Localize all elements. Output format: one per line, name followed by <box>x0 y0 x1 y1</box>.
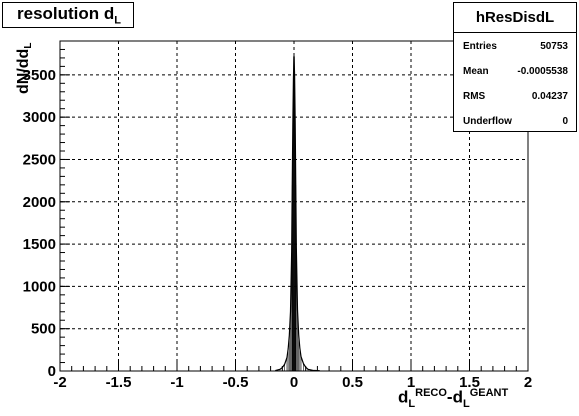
stats-box: hResDisdL Entries 50753 Mean -0.0005538 … <box>453 2 577 132</box>
stats-row-rms: RMS 0.04237 <box>454 83 576 108</box>
y-tick-label: 1000 <box>23 278 56 295</box>
x-label-d2: -d <box>446 387 463 407</box>
stats-name: hResDisdL <box>454 3 576 33</box>
x-label-d1: d <box>398 387 409 407</box>
y-axis-label: dN/ddL <box>15 43 34 94</box>
chart-title-sub: L <box>114 14 122 27</box>
stats-value: 0.04237 <box>531 91 568 102</box>
x-label-sub2: L <box>462 398 470 411</box>
y-tick-label: 1500 <box>23 236 56 253</box>
stats-value: 0 <box>562 116 568 127</box>
y-tick-label: 2000 <box>23 194 56 211</box>
y-tick-label: 2500 <box>23 151 56 168</box>
stats-label: Entries <box>463 41 497 52</box>
x-tick-label: 0 <box>290 374 298 391</box>
x-label-sub1: L <box>408 398 416 411</box>
chart-title-main: resolution d <box>17 4 115 23</box>
y-axis-label-sub: L <box>23 43 34 49</box>
x-tick-label: 0.5 <box>342 374 363 391</box>
y-tick-label: 3500 <box>23 67 56 84</box>
stats-row-entries: Entries 50753 <box>454 33 576 58</box>
x-tick-label: -1 <box>170 374 183 391</box>
y-axis-label-main: dN/dd <box>15 49 32 94</box>
stats-value: 50753 <box>540 41 568 52</box>
x-label-sup1: RECO <box>415 387 447 399</box>
y-tick-label: 0 <box>48 363 56 380</box>
x-tick-label: 1 <box>407 374 415 391</box>
svg-text:dN/ddL: dN/ddL <box>15 43 34 94</box>
stats-label: RMS <box>463 91 486 102</box>
x-label-sup2: GEANT <box>469 387 509 399</box>
stats-row-mean: Mean -0.0005538 <box>454 58 576 83</box>
stats-value: -0.0005538 <box>517 66 568 77</box>
x-axis-label: dLRECO-dLGEANT <box>398 384 508 413</box>
stats-row-underflow: Underflow 0 <box>454 108 576 133</box>
x-tick-label: -0.5 <box>223 374 249 391</box>
x-tick-label: -1.5 <box>106 374 132 391</box>
x-tick-label: 2 <box>524 374 532 391</box>
stats-label: Mean <box>463 66 489 77</box>
chart-title: resolution dL <box>2 2 134 28</box>
y-tick-label: 3000 <box>23 109 56 126</box>
x-tick-label: -2 <box>53 374 66 391</box>
stats-label: Underflow <box>463 116 512 127</box>
y-tick-label: 500 <box>31 321 56 338</box>
x-tick-label: 1.5 <box>459 374 480 391</box>
